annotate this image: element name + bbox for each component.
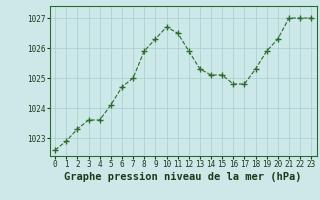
X-axis label: Graphe pression niveau de la mer (hPa): Graphe pression niveau de la mer (hPa) (64, 172, 302, 182)
